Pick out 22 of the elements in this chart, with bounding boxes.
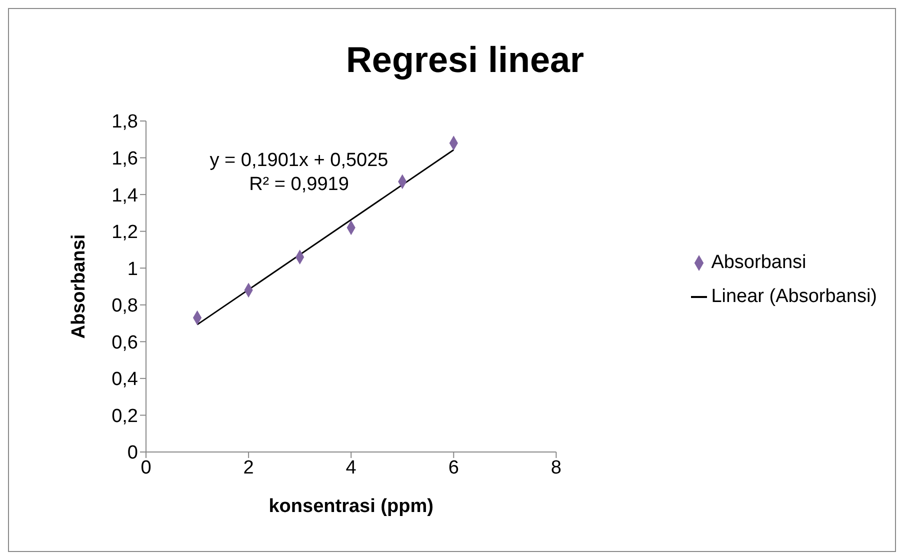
annotation: R² = 0,9919 xyxy=(248,173,350,197)
y-tick-label: 1,6 xyxy=(112,148,138,170)
x-tick-label: 2 xyxy=(243,457,254,478)
y-tick-label: 1 xyxy=(127,258,138,280)
x-tick-label: 6 xyxy=(448,457,459,478)
annotation: y = 0,1901x + 0,5025 xyxy=(208,149,390,173)
chart-title: Regresi linear xyxy=(344,39,586,81)
y-tick-label: 0,2 xyxy=(112,406,138,427)
y-tick-label: 0,4 xyxy=(112,369,138,390)
x-axis-title: konsentrasi (ppm) xyxy=(268,496,434,517)
y-tick-label: 1,4 xyxy=(112,185,138,206)
y-tick-label: 0,8 xyxy=(112,296,138,317)
legend-label: Linear (Absorbansi) xyxy=(711,286,877,307)
y-axis-title: Absorbansi xyxy=(68,234,90,339)
x-tick-label: 0 xyxy=(140,457,152,478)
legend-label: Absorbansi xyxy=(711,252,806,273)
y-tick-label: 0,6 xyxy=(112,332,138,354)
y-tick-label: 1,2 xyxy=(112,222,138,244)
x-tick-label: 4 xyxy=(346,457,357,478)
x-tick-label: 8 xyxy=(550,457,562,478)
y-tick-label: 1,8 xyxy=(112,112,138,133)
y-tick-label: 0 xyxy=(127,442,138,464)
